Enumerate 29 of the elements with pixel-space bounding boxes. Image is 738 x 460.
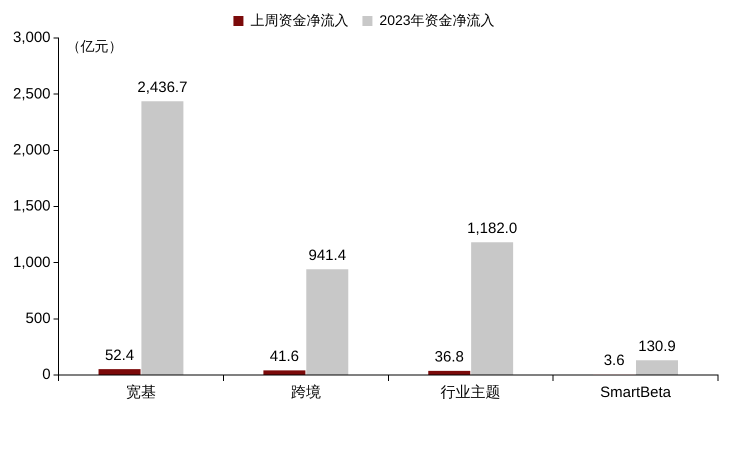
y-tick-label: 500 [26, 310, 51, 327]
x-tick-label: 跨境 [290, 384, 321, 402]
bar [471, 242, 514, 374]
data-label: 52.4 [104, 346, 134, 364]
y-tick-label: 2,500 [12, 85, 51, 102]
data-label: 36.8 [434, 348, 464, 366]
y-tick-label: 2,000 [12, 141, 51, 158]
legend-label: 上周资金净流入 [250, 12, 348, 28]
data-label: 130.9 [638, 338, 676, 355]
x-tick-label: 行业主题 [440, 384, 501, 402]
x-tick-label: 宽基 [126, 384, 156, 402]
bar [263, 370, 306, 374]
bar [306, 269, 348, 374]
bar [98, 369, 141, 374]
y-tick-label: 1,000 [12, 254, 51, 271]
y-tick-label: 0 [42, 366, 51, 384]
y-axis-title: （亿元） [66, 38, 123, 54]
data-label: 41.6 [270, 348, 300, 365]
data-label: 1,182.0 [467, 220, 518, 237]
y-tick-label: 1,500 [12, 198, 51, 215]
y-tick-label: 3,000 [12, 29, 51, 46]
bar [636, 360, 678, 374]
data-label: 941.4 [308, 246, 346, 264]
x-tick-label: SmartBeta [600, 384, 672, 402]
bar [141, 101, 184, 374]
legend-label: 2023年资金净流入 [379, 12, 495, 28]
data-label: 3.6 [604, 352, 625, 370]
data-label: 2,436.7 [137, 78, 188, 96]
bar [428, 370, 470, 374]
